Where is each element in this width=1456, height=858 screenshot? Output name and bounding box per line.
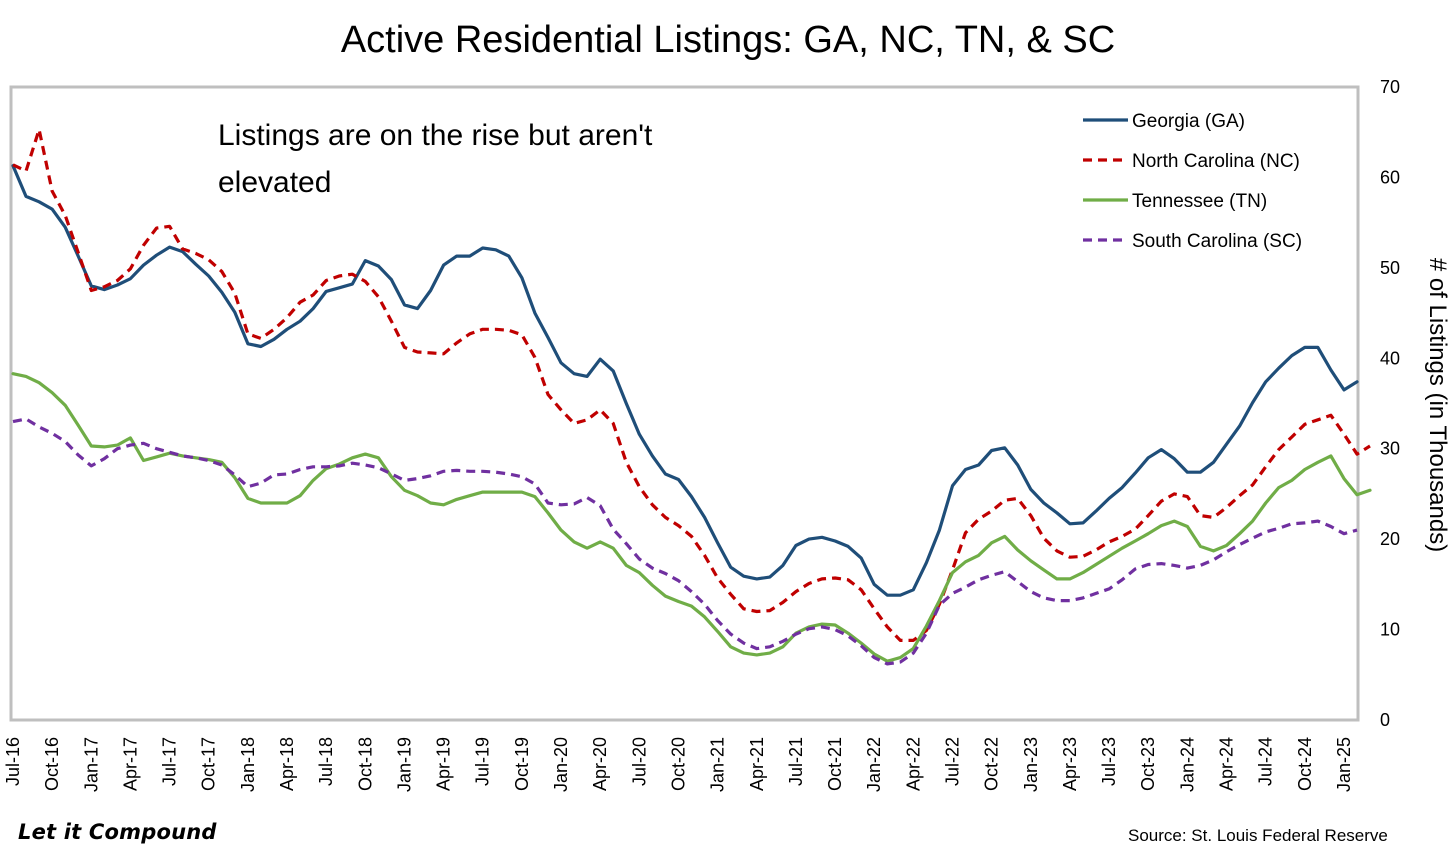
x-tick-label: Apr-21 [747,737,767,791]
series-line-3 [12,417,1358,666]
x-tick-label: Oct-21 [825,737,845,791]
x-tick-label: Oct-17 [199,737,219,791]
x-tick-label: Jul-24 [1256,737,1276,786]
x-tick-label: Jul-18 [316,737,336,786]
x-tick-label: Apr-23 [1060,737,1080,791]
y-tick-label: 50 [1380,258,1400,278]
x-tick-label: Jul-21 [786,737,806,786]
x-tick-label: Oct-18 [355,737,375,791]
x-tick-label: Jan-21 [708,737,728,792]
x-tick-label: Jan-24 [1177,737,1197,792]
x-tick-label: Apr-17 [120,737,140,791]
legend: Georgia (GA) North Carolina (NC) Tennessee… [1083,111,1302,252]
x-tick-label: Jan-25 [1334,737,1354,792]
legend-label-0: Georgia (GA) [1132,111,1245,132]
source-note: Source: St. Louis Federal Reserve [1128,826,1388,845]
x-tick-label: Oct-19 [512,737,532,791]
y-tick-label: 40 [1380,348,1400,368]
legend-label-3: South Carolina (SC) [1132,231,1302,252]
series-line-1 [12,127,1371,643]
chart-title: Active Residential Listings: GA, NC, TN,… [341,19,1115,61]
legend-label-2: Tennessee (TN) [1132,191,1267,212]
x-tick-label: Apr-18 [277,737,297,791]
plot-area [9,85,1360,722]
x-tick-label: Jan-19 [394,737,414,792]
x-tick-label: Oct-20 [668,737,688,791]
x-axis-ticks: Jul-16 Oct-16 Jan-17 Apr-17 Jul-17 Oct-17 Jan-… [3,737,1354,792]
series-layer [11,127,1372,666]
x-tick-label: Jul-23 [1099,737,1119,786]
x-tick-label: Jan-17 [81,737,101,792]
x-tick-label: Jul-22 [942,737,962,786]
y-tick-label: 60 [1380,167,1400,187]
x-tick-label: Jan-23 [1021,737,1041,792]
annotation-line-2: elevated [218,166,331,199]
x-tick-label: Jan-22 [864,737,884,792]
x-tick-label: Apr-20 [590,737,610,791]
y-tick-label: 10 [1380,620,1400,640]
x-tick-label: Jan-20 [551,737,571,792]
y-axis-label: # of Listings (in Thousands) [1424,258,1451,552]
y-tick-label: 30 [1380,439,1400,459]
x-tick-label: Jul-19 [473,737,493,786]
y-tick-label: 0 [1380,710,1390,730]
legend-label-1: North Carolina (NC) [1132,151,1300,172]
x-tick-label: Jul-20 [629,737,649,786]
y-tick-label: 70 [1380,77,1400,97]
x-tick-label: Oct-24 [1295,737,1315,791]
brand-logo: Let it Compound [18,820,217,844]
y-axis-ticks: 0 10 20 30 40 50 60 70 [1380,77,1400,730]
x-tick-label: Apr-24 [1217,737,1237,791]
x-tick-label: Apr-22 [903,737,923,791]
x-tick-label: Oct-22 [982,737,1002,791]
x-tick-label: Jul-17 [160,737,180,786]
x-tick-label: Oct-23 [1138,737,1158,791]
y-tick-label: 20 [1380,529,1400,549]
series-line-2 [11,372,1372,663]
x-tick-label: Oct-16 [42,737,62,791]
annotation-line-1: Listings are on the rise but aren't [218,119,653,152]
x-tick-label: Jan-18 [238,737,258,792]
chart-annotation: Listings are on the rise but aren't eleva… [218,119,653,199]
x-tick-label: Apr-19 [434,737,454,791]
x-tick-label: Jul-16 [3,737,23,786]
series-line-0 [11,164,1359,597]
